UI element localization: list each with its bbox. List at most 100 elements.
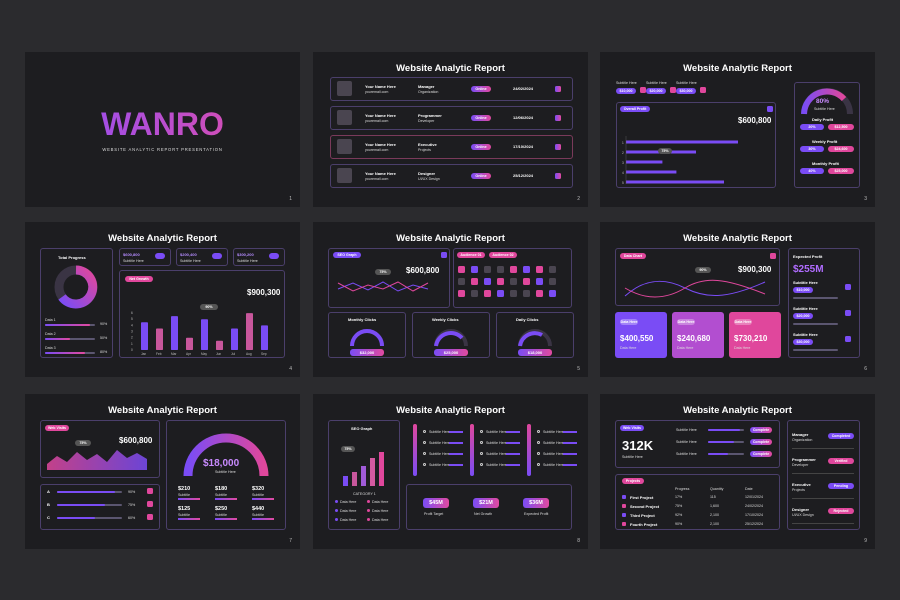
slide-profit[interactable]: Website Analytic Report Subtitle Here $10… [600, 52, 875, 207]
sub-label: Subtitle Here [793, 306, 818, 311]
project-quantity: 115 [710, 495, 716, 499]
checkbox[interactable] [622, 513, 626, 517]
column-label: Subtitle Here [543, 462, 564, 467]
export-icon[interactable] [770, 253, 776, 259]
table-row[interactable] [330, 164, 573, 188]
profit-value: $12,500 [828, 124, 854, 130]
progress-label: Subtitle Here [676, 440, 697, 444]
checkbox[interactable] [622, 495, 626, 499]
project-date: 24/02/2024 [745, 504, 763, 508]
edit-icon[interactable] [555, 86, 561, 92]
row-name: Your Name Here [365, 84, 396, 89]
project-progress: 17% [675, 495, 683, 499]
slide-number: 4 [289, 366, 292, 372]
bar [141, 322, 148, 350]
table-row[interactable] [330, 135, 573, 159]
heatmap-cell [549, 278, 556, 285]
sub-value: $200,400 [180, 252, 197, 257]
slide-title: Website Analytic Report [683, 405, 792, 416]
slide-projects[interactable]: Website Analytic Report Web Visits 312K … [600, 394, 875, 549]
slide-progress[interactable]: Website Analytic Report Total Progress D… [25, 222, 300, 377]
slide-title: Website Analytic Report [396, 63, 505, 74]
sliders-panel [40, 484, 160, 530]
x-tick-label: May [201, 352, 207, 356]
y-tick-label: 1 [622, 141, 624, 145]
column-line [563, 431, 577, 433]
bar [216, 340, 223, 350]
wallet-icon [640, 87, 646, 93]
rate-fill [45, 338, 70, 340]
rate-pct: 90% [100, 322, 108, 326]
settings-icon[interactable] [147, 488, 153, 494]
grid-line [178, 518, 200, 520]
row-role: Manager [418, 84, 435, 89]
column-label: Subtitle Here [486, 451, 507, 456]
settings-icon[interactable] [147, 501, 153, 507]
gauge-subtitle: Subtitle Here [215, 470, 236, 474]
export-icon[interactable] [767, 106, 773, 112]
gauge-subtitle: Subtitle Here [814, 107, 835, 111]
legend-label: Data Here [340, 499, 357, 504]
value-card[interactable] [672, 312, 724, 358]
bullet [537, 452, 540, 455]
row-role: Executive [418, 142, 437, 147]
heatmap-cell [484, 278, 491, 285]
edit-icon[interactable] [555, 144, 561, 150]
role-status: Rejected [828, 508, 854, 514]
value-card[interactable] [615, 312, 667, 358]
grid-line [252, 498, 274, 500]
y-tick-label: 3 [622, 161, 624, 165]
row-role: Programmer [418, 113, 442, 118]
data-chart-panel [615, 248, 780, 306]
slide-team-table[interactable]: Website Analytic Report Your Name Here yo… [313, 52, 588, 207]
gauge-fill [350, 329, 384, 347]
settings-icon[interactable] [147, 514, 153, 520]
slider-pct: 60% [128, 516, 136, 520]
profit-label: Weekly Profit [812, 139, 838, 144]
grid-line [178, 498, 200, 500]
row-name: Your Name Here [365, 113, 396, 118]
table-row[interactable] [330, 106, 573, 130]
bullet [423, 463, 426, 466]
value-card[interactable] [729, 312, 781, 358]
checkbox[interactable] [622, 504, 626, 508]
toggle[interactable] [269, 253, 279, 259]
divider [792, 523, 854, 524]
bar [361, 466, 366, 486]
checkbox[interactable] [622, 522, 626, 526]
rate-label: Data 2 [45, 332, 56, 336]
avatar [337, 168, 352, 183]
toggle[interactable] [155, 253, 165, 259]
x-tick-label: Jan [141, 352, 146, 356]
heatmap-cell [497, 278, 504, 285]
toggle[interactable] [212, 253, 222, 259]
column-label: Subtitle Here [543, 451, 564, 456]
slide-data-chart[interactable]: Website Analytic Report Data Chart 90% $… [600, 222, 875, 377]
export-icon[interactable] [441, 252, 447, 258]
profit-pct: 40% [800, 168, 824, 174]
click-gauge [434, 329, 468, 347]
edit-icon[interactable] [555, 173, 561, 179]
status-badge: Complete [750, 427, 772, 433]
bar [201, 319, 208, 350]
grid-line [252, 518, 274, 520]
profit-gauge [801, 88, 853, 115]
seo-tooltip: 75% [375, 269, 391, 275]
grid-value: $180 [215, 486, 228, 492]
column-label: Subtitle Here [429, 462, 450, 467]
table-row[interactable] [330, 77, 573, 101]
slide-visits[interactable]: Website Analytic Report Web Visits 75% $… [25, 394, 300, 549]
slide-cover[interactable]: WANRO WEBSITE ANALYTIC REPORT PRESENTATI… [25, 52, 300, 207]
legend-label: Data Here [340, 517, 357, 522]
click-gauge [350, 329, 384, 347]
edit-icon[interactable] [555, 115, 561, 121]
gauge-fill [434, 331, 464, 347]
grid-value: $125 [178, 506, 191, 512]
slide-seo[interactable]: Website Analytic Report SEO Graph 75% CA… [313, 394, 588, 549]
column-line [506, 431, 520, 433]
slide-clicks[interactable]: Website Analytic Report SEO Graph 75% $6… [313, 222, 588, 377]
audience-2-tag: Audience 02 [489, 252, 517, 258]
divider [792, 498, 854, 499]
gauge-card [412, 312, 490, 358]
sub-label: Subtitle Here [646, 81, 667, 85]
